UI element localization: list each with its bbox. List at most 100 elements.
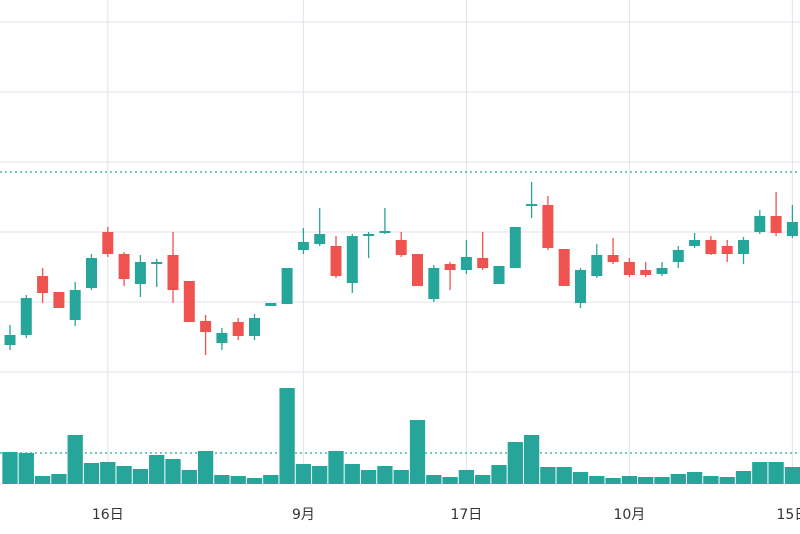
candle-body <box>591 255 603 276</box>
volume-bar <box>556 467 572 484</box>
candle-body <box>558 249 570 286</box>
candle-body <box>183 281 195 322</box>
volume-bar <box>377 466 393 484</box>
candle-body <box>444 264 456 270</box>
volume-bar <box>100 462 116 484</box>
volume-bar <box>719 477 735 484</box>
candle-body <box>102 232 114 254</box>
candle-body <box>412 254 423 286</box>
candle-body <box>330 246 342 276</box>
volume-bar <box>18 453 34 484</box>
volume-bar <box>768 462 784 484</box>
volume-bar <box>149 455 165 484</box>
candle-body <box>86 258 97 288</box>
volume-bar <box>523 435 540 484</box>
volume-bar <box>752 462 768 484</box>
volume-bar <box>491 465 507 484</box>
candle-body <box>526 204 538 206</box>
volume-bar <box>197 451 214 484</box>
candle-body <box>4 335 16 345</box>
volume-bar <box>344 464 360 484</box>
volume-bar <box>572 472 589 484</box>
volume-bar <box>589 476 605 484</box>
volume-bar <box>426 475 442 484</box>
volume-bar <box>83 463 100 484</box>
volume-bar <box>51 474 67 484</box>
candle-body <box>379 231 391 233</box>
x-tick-label: 9月 <box>292 507 315 523</box>
candle-body <box>395 240 407 255</box>
candle-body <box>640 270 652 275</box>
volume-bar <box>621 476 638 484</box>
volume-bar <box>458 470 475 484</box>
volume-bar <box>670 474 686 484</box>
candle-body <box>477 258 489 268</box>
candle-body <box>493 266 505 284</box>
candle-body <box>656 268 668 274</box>
candle-body <box>346 236 358 283</box>
candle-body <box>705 240 717 254</box>
candle-body <box>20 298 32 335</box>
candle-body <box>118 254 130 279</box>
volume-bar <box>34 476 51 484</box>
candle-body <box>37 276 49 293</box>
volume-bar <box>686 472 703 484</box>
volume-bar <box>116 466 132 484</box>
x-tick-label: 17日 <box>450 507 482 523</box>
volume-bar <box>181 470 197 484</box>
volume-bar <box>409 420 426 484</box>
volume-bar <box>263 475 279 484</box>
candle-body <box>53 292 65 308</box>
x-tick-label: 10月 <box>613 507 645 523</box>
volume-bar <box>312 466 328 484</box>
candle-body <box>249 318 260 336</box>
candle-body <box>216 333 228 343</box>
candle-body <box>134 262 146 284</box>
candle-body <box>460 257 472 270</box>
volume-bar <box>132 469 149 484</box>
candle-body <box>69 290 81 320</box>
volume-bar <box>360 470 377 484</box>
volume-bar <box>214 475 230 484</box>
volume-bar <box>507 442 523 484</box>
volume-bar <box>638 477 654 484</box>
volume-bar <box>784 467 800 484</box>
volume-bar <box>246 478 263 484</box>
candle-body <box>721 246 733 254</box>
candle-body <box>232 322 244 336</box>
volume-bar <box>605 478 621 484</box>
volume-bar <box>230 476 246 484</box>
x-tick-label: 15日 <box>776 507 800 523</box>
volume-bar <box>328 451 344 484</box>
candle-body <box>167 255 179 290</box>
candle-body <box>363 234 375 236</box>
candle-body <box>607 255 619 262</box>
candle-body <box>786 222 798 236</box>
candle-body <box>689 240 701 246</box>
candle-body <box>200 321 212 332</box>
candle-body <box>509 227 521 268</box>
candle-body <box>623 262 635 275</box>
candle-body <box>281 268 293 304</box>
volume-bar <box>654 477 670 484</box>
volume-bar <box>295 464 312 484</box>
candle-body <box>314 234 326 244</box>
candle-body <box>770 216 782 233</box>
candle-body <box>738 240 749 254</box>
volume-bar <box>703 476 719 484</box>
volume-bar <box>67 435 83 484</box>
candle-body <box>265 303 277 306</box>
candle-body <box>672 250 684 262</box>
volume-bar <box>540 467 556 484</box>
candle-body <box>754 216 766 232</box>
volume-bar <box>279 388 295 484</box>
candle-body <box>428 268 440 299</box>
candle-body <box>575 270 586 303</box>
volume-bar <box>475 475 491 484</box>
candle-body <box>297 242 309 250</box>
x-tick-label: 16日 <box>92 507 124 523</box>
volume-bar <box>442 477 458 484</box>
volume-bar <box>165 459 181 484</box>
